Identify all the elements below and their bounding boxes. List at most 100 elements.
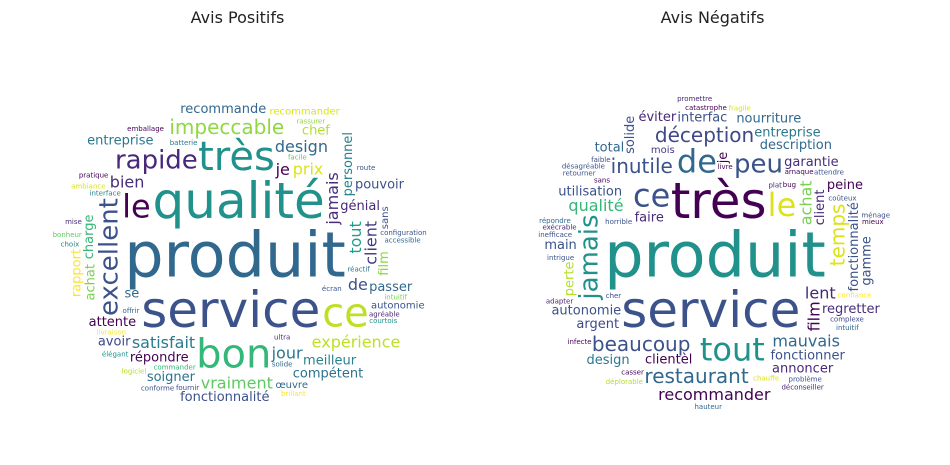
cloud-word: bien: [110, 172, 145, 191]
cloud-word: intuitif: [384, 293, 407, 301]
cloud-word: ultra: [274, 333, 290, 341]
cloud-word: sans: [594, 176, 610, 184]
cloud-word: soigner: [147, 370, 196, 385]
cloud-word: confiance: [838, 291, 872, 299]
cloud-word: se: [124, 286, 139, 301]
cloud-word: mise: [65, 218, 82, 226]
cloud-word: pratique: [79, 172, 109, 180]
cloud-word: configuration: [380, 229, 426, 237]
cloud-word: annoncer: [772, 361, 834, 376]
cloud-word: écran: [322, 285, 342, 293]
cloud-word: mauvais: [772, 332, 840, 351]
cloud-word: recommander: [270, 106, 341, 117]
cloud-word: film: [805, 301, 824, 331]
cloud-word: chauffe: [753, 375, 779, 383]
cloud-word: design: [586, 353, 629, 368]
cloud-word: rapport: [70, 249, 85, 297]
cloud-word: impeccable: [169, 115, 284, 139]
cloud-word: pouvoir: [355, 178, 405, 193]
cloud-word: catastrophe: [685, 104, 727, 112]
cloud-word: cher: [606, 292, 622, 300]
cloud-word: solide: [623, 116, 638, 154]
cloud-word: complexe: [830, 316, 864, 324]
cloud-word: fonctionner: [770, 349, 845, 364]
cloud-word: commander: [154, 364, 196, 372]
cloud-word: choix: [61, 241, 80, 249]
cloud-word: argent: [576, 317, 619, 332]
cloud-word: jamais: [323, 172, 342, 225]
cloud-word: charge: [82, 215, 97, 260]
cloud-word: jamais: [575, 214, 605, 300]
cloud-word: retourner: [563, 170, 596, 178]
cloud-word: hauteur: [694, 403, 722, 411]
cloud-word: satisfait: [132, 333, 195, 352]
cloud-word: désagréable: [562, 163, 605, 171]
cloud-word: facile: [288, 154, 307, 162]
cloud-word: film: [377, 251, 392, 275]
cloud-word: lent: [805, 284, 836, 303]
cloud-word: rassurer: [296, 117, 325, 125]
cloud-word: gamme: [860, 236, 875, 286]
positive-reviews-panel: Avis Positifs produit qualité service bon tr…: [53, 8, 427, 405]
cloud-word: personnel: [341, 132, 356, 196]
cloud-word: faire: [635, 211, 664, 226]
cloud-word: inefficace: [538, 231, 572, 239]
cloud-word: adapter: [546, 297, 574, 305]
cloud-word: utilisation: [558, 184, 622, 199]
cloud-word: attente: [89, 315, 137, 330]
cloud-word: peine: [827, 178, 863, 193]
cloud-word: jour: [271, 344, 303, 363]
cloud-word: passer: [369, 280, 413, 295]
cloud-word: conforme: [141, 385, 174, 393]
cloud-word: client: [813, 190, 828, 226]
cloud-word: bonheur: [53, 231, 82, 239]
cloud-word: avoir: [98, 335, 131, 350]
cloud-word: courtois: [369, 317, 397, 325]
cloud-word: bug: [783, 181, 796, 189]
cloud-word: tout: [346, 221, 365, 253]
cloud-word: perte: [562, 261, 577, 296]
cloud-word: coûteux: [828, 195, 856, 203]
cloud-word: livraison: [97, 328, 127, 336]
cloud-word: temps: [825, 204, 849, 267]
cloud-word: emballage: [127, 125, 164, 133]
chart-title-negative: Avis Négatifs: [660, 8, 765, 27]
cloud-word: fournir: [176, 384, 199, 392]
cloud-word: regretter: [822, 302, 881, 317]
cloud-word: déplorable: [606, 378, 643, 386]
cloud-word: fonctionnalité: [847, 202, 862, 291]
cloud-word: autonomie: [371, 301, 425, 312]
cloud-word: rapide: [115, 146, 198, 176]
cloud-word: restaurant: [644, 364, 748, 388]
cloud-word: recommande: [180, 102, 266, 117]
cloud-word: sans: [380, 206, 391, 229]
cloud-word: expérience: [312, 333, 401, 352]
cloud-word: fonctionnalité: [180, 390, 269, 405]
chart-title-positive: Avis Positifs: [190, 8, 285, 27]
cloud-word: client: [361, 221, 380, 265]
cloud-word: recommander: [658, 385, 771, 404]
cloud-word: meilleur: [303, 354, 357, 369]
cloud-word: agréable: [369, 310, 400, 318]
cloud-word: exécrable: [542, 224, 576, 232]
cloud-word: excellent: [95, 198, 125, 316]
cloud-word: tout: [700, 330, 765, 368]
cloud-word: ambiance: [71, 183, 105, 191]
cloud-word: logiciel: [122, 367, 147, 375]
cloud-word: garantie: [784, 155, 838, 170]
cloud-word: main: [544, 238, 576, 253]
cloud-word: horrible: [605, 218, 632, 226]
cloud-word: ménage: [861, 211, 890, 219]
cloud-word: éviter: [638, 110, 676, 125]
cloud-word: batterie: [170, 139, 198, 147]
cloud-word: intuitif: [836, 324, 859, 332]
cloud-word: vraiment: [201, 374, 273, 393]
cloud-word: faible: [591, 156, 610, 164]
cloud-word: casser: [621, 368, 644, 376]
cloud-word: fragile: [729, 104, 751, 112]
cloud-word: le: [122, 188, 151, 226]
cloud-word: arnaque: [785, 168, 814, 176]
cloud-word: accessible: [384, 236, 420, 244]
cloud-word: design: [275, 137, 328, 156]
